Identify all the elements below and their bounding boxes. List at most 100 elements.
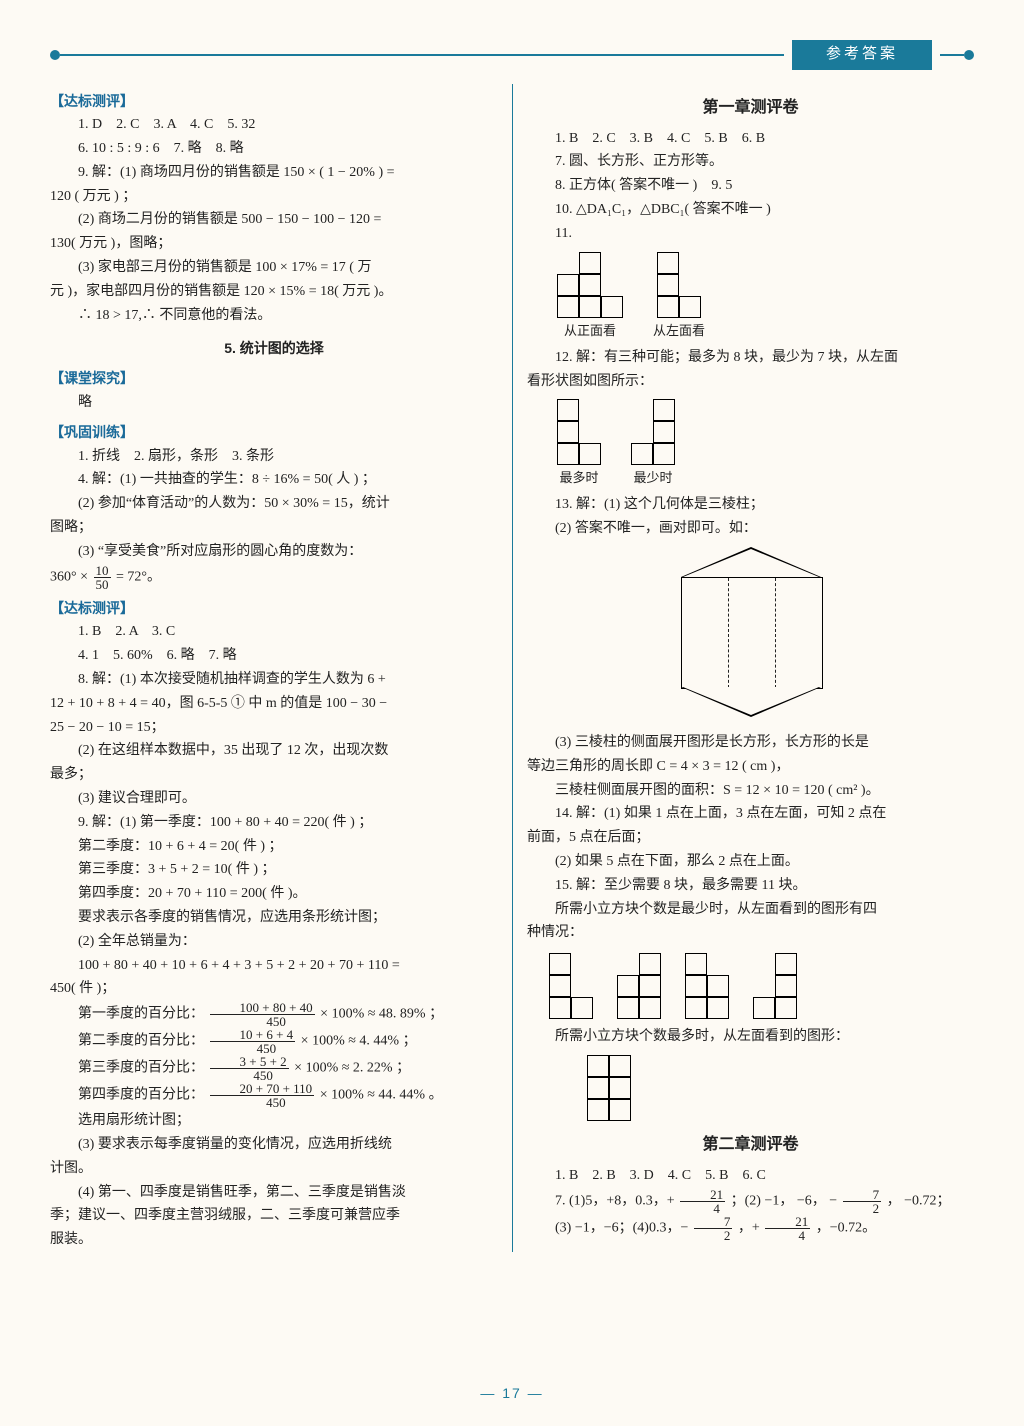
sec4-l15a: (4) 第一、四季度是销售旺季，第二、三季度是销售淡: [50, 1181, 498, 1205]
sec1-head: 【达标测评】: [50, 90, 498, 114]
grid-cell: [753, 953, 775, 975]
sec4-q4-frac: 20 + 70 + 110 450: [210, 1082, 315, 1109]
r-l3: 8. 正方体( 答案不唯一 ) 9. 5: [527, 174, 974, 198]
sec1-l2: 6. 10 : 5 : 9 : 6 7. 略 8. 略: [50, 137, 498, 161]
sec4-q2-pre: 第二季度的百分比：: [78, 1034, 204, 1049]
grid-cell: [775, 997, 797, 1019]
shape11-front: [557, 252, 623, 318]
grid-cell: [653, 421, 675, 443]
shape11-front-col: 从正面看: [557, 252, 623, 342]
sec4-q1-frac: 100 + 80 + 40 450: [210, 1001, 315, 1028]
sec3-l2: 4. 解：(1) 一共抽查的学生：8 ÷ 16% = 50( 人 ) ；: [50, 468, 498, 492]
grid-cell: [601, 296, 623, 318]
r-l10: 三棱柱侧面展开图的面积：S = 12 × 10 = 120 ( cm² )。: [527, 779, 974, 803]
sec4-q4-num: 20 + 70 + 110: [210, 1082, 315, 1096]
c2-l2-pre: 7. (1)5，+8，0.3，+: [555, 1194, 678, 1209]
grid-cell: [653, 399, 675, 421]
grid-cell: [707, 975, 729, 997]
header-dot-left: [50, 50, 60, 60]
r-l14a: 所需小立方块个数是最少时，从左面看到的图形有四: [527, 898, 974, 922]
grid-cell: [571, 997, 593, 1019]
shape12-max-col: 最多时: [557, 399, 601, 489]
grid-cell: [579, 399, 601, 421]
sec4-l1: 1. B 2. A 3. C: [50, 620, 498, 644]
shape12-min-col: 最少时: [631, 399, 675, 489]
sec4-l2: 4. 1 5. 60% 6. 略 7. 略: [50, 644, 498, 668]
header-line-segment: [60, 54, 784, 56]
grid-cell: [571, 953, 593, 975]
right-column: 第一章测评卷 1. B 2. C 3. B 4. C 5. B 6. B 7. …: [512, 84, 974, 1252]
sec4-q3-pre: 第三季度的百分比：: [78, 1061, 204, 1076]
shape11-left-col: 从左面看: [653, 252, 705, 342]
sec3-l3a: (2) 参加“体育活动”的人数为：50 × 30% = 15，统计: [50, 492, 498, 516]
sec4-l7: 第二季度：10 + 6 + 4 = 20( 件 ) ；: [50, 835, 498, 859]
sec3-frac-pre: 360° ×: [50, 569, 92, 584]
r-l7: 13. 解：(1) 这个几何体是三棱柱；: [527, 493, 974, 517]
prism-net-top-tri: [681, 547, 821, 577]
sec4-q3-post: × 100% ≈ 2. 22% ；: [294, 1061, 410, 1076]
sec4-l12a: 100 + 80 + 40 + 10 + 6 + 4 + 3 + 5 + 2 +…: [50, 954, 498, 978]
grid-cell: [609, 1099, 631, 1121]
sec4-q1-post: × 100% ≈ 48. 89% ；: [320, 1007, 443, 1022]
sec4-l8: 第三季度：3 + 5 + 2 = 10( 件 ) ；: [50, 858, 498, 882]
sec1-l4b: 130( 万元 )，图略；: [50, 232, 498, 256]
sec1-l5a: (3) 家电部三月份的销售额是 100 × 17% = 17 ( 万: [50, 256, 498, 280]
grid-cell: [631, 443, 653, 465]
shape12-min: [631, 399, 675, 465]
grid-cell: [579, 274, 601, 296]
shape15min-2: [685, 953, 729, 1019]
sec4-q3-frac: 3 + 5 + 2 450: [210, 1055, 289, 1082]
right-head1: 第一章测评卷: [527, 94, 974, 121]
sec4-q3: 第三季度的百分比： 3 + 5 + 2 450 × 100% ≈ 2. 22% …: [50, 1055, 498, 1082]
c2-l2-post: ， −0.72；: [887, 1194, 951, 1209]
sec4-l3c: 25 − 20 − 10 = 15；: [50, 716, 498, 740]
prism-net-rect: [681, 577, 823, 689]
sec3-frac: 360° × 10 50 = 72°。: [50, 564, 498, 591]
r-l6b: 看形状图如图所示：: [527, 370, 974, 394]
sec4-q1-pre: 第一季度的百分比：: [78, 1007, 204, 1022]
right-head2: 第二章测评卷: [527, 1131, 974, 1158]
grid-cell: [707, 953, 729, 975]
sec4-l6: 9. 解：(1) 第一季度：100 + 80 + 40 = 220( 件 ) ；: [50, 811, 498, 835]
shape15min-3: [753, 953, 797, 1019]
c2-l3-num2: 21: [765, 1215, 810, 1229]
sec4-head: 【达标测评】: [50, 597, 498, 621]
sec4-q4-den: 450: [210, 1096, 315, 1109]
grid-cell: [657, 296, 679, 318]
grid-cell: [557, 252, 579, 274]
shape11-front-cap: 从正面看: [564, 320, 616, 342]
r-l11b: 前面，5 点在后面；: [527, 826, 974, 850]
sec1-l4a: (2) 商场二月份的销售额是 500 − 150 − 100 − 120 =: [50, 208, 498, 232]
sec4-q2-num: 10 + 6 + 4: [210, 1028, 296, 1042]
sec4-l13: 选用扇形统计图；: [50, 1109, 498, 1133]
grid-cell: [679, 296, 701, 318]
r-l12: (2) 如果 5 点在下面，那么 2 点在上面。: [527, 850, 974, 874]
sec3-head: 【巩固训练】: [50, 421, 498, 445]
shape12-min-cap: 最少时: [633, 467, 672, 489]
r-l9b: 等边三角形的周长即 C = 4 × 3 = 12 ( cm )，: [527, 755, 974, 779]
page-number: — 17 —: [0, 1382, 1024, 1406]
sec4-l9: 第四季度：20 + 70 + 110 = 200( 件 )。: [50, 882, 498, 906]
grid-cell: [617, 953, 639, 975]
header-rule: 参考答案: [50, 40, 974, 70]
grid-cell: [579, 252, 601, 274]
grid-cell: [609, 1077, 631, 1099]
shape11-wrap: 从正面看 从左面看: [557, 252, 974, 342]
shape15min-1: [617, 953, 661, 1019]
grid-cell: [557, 421, 579, 443]
sec4-l5: (3) 建议合理即可。: [50, 787, 498, 811]
sec2-l1: 略: [50, 391, 498, 415]
c2-l3-frac2: 21 4: [765, 1215, 810, 1242]
r-l11a: 14. 解：(1) 如果 1 点在上面，3 点在左面，可知 2 点在: [527, 802, 974, 826]
sec4-l15b: 季；建议一、四季度主营羽绒服，二、三季度可兼营应季: [50, 1204, 498, 1228]
sec3-frac-frac: 10 50: [94, 564, 111, 591]
c2-l2-num1: 21: [680, 1188, 725, 1202]
grid-cell: [639, 997, 661, 1019]
sec4-q1: 第一季度的百分比： 100 + 80 + 40 450 × 100% ≈ 48.…: [50, 1001, 498, 1028]
grid-cell: [549, 997, 571, 1019]
sec4-l3a: 8. 解：(1) 本次接受随机抽样调查的学生人数为 6 +: [50, 668, 498, 692]
sec1-l6: ∴ 18 > 17,∴ 不同意他的看法。: [50, 304, 498, 328]
sec1-l5b: 元 )，家电部四月份的销售额是 120 × 15% = 18( 万元 )。: [50, 280, 498, 304]
shape15min-row: [549, 953, 974, 1019]
sec1-l1: 1. D 2. C 3. A 4. C 5. 32: [50, 113, 498, 137]
